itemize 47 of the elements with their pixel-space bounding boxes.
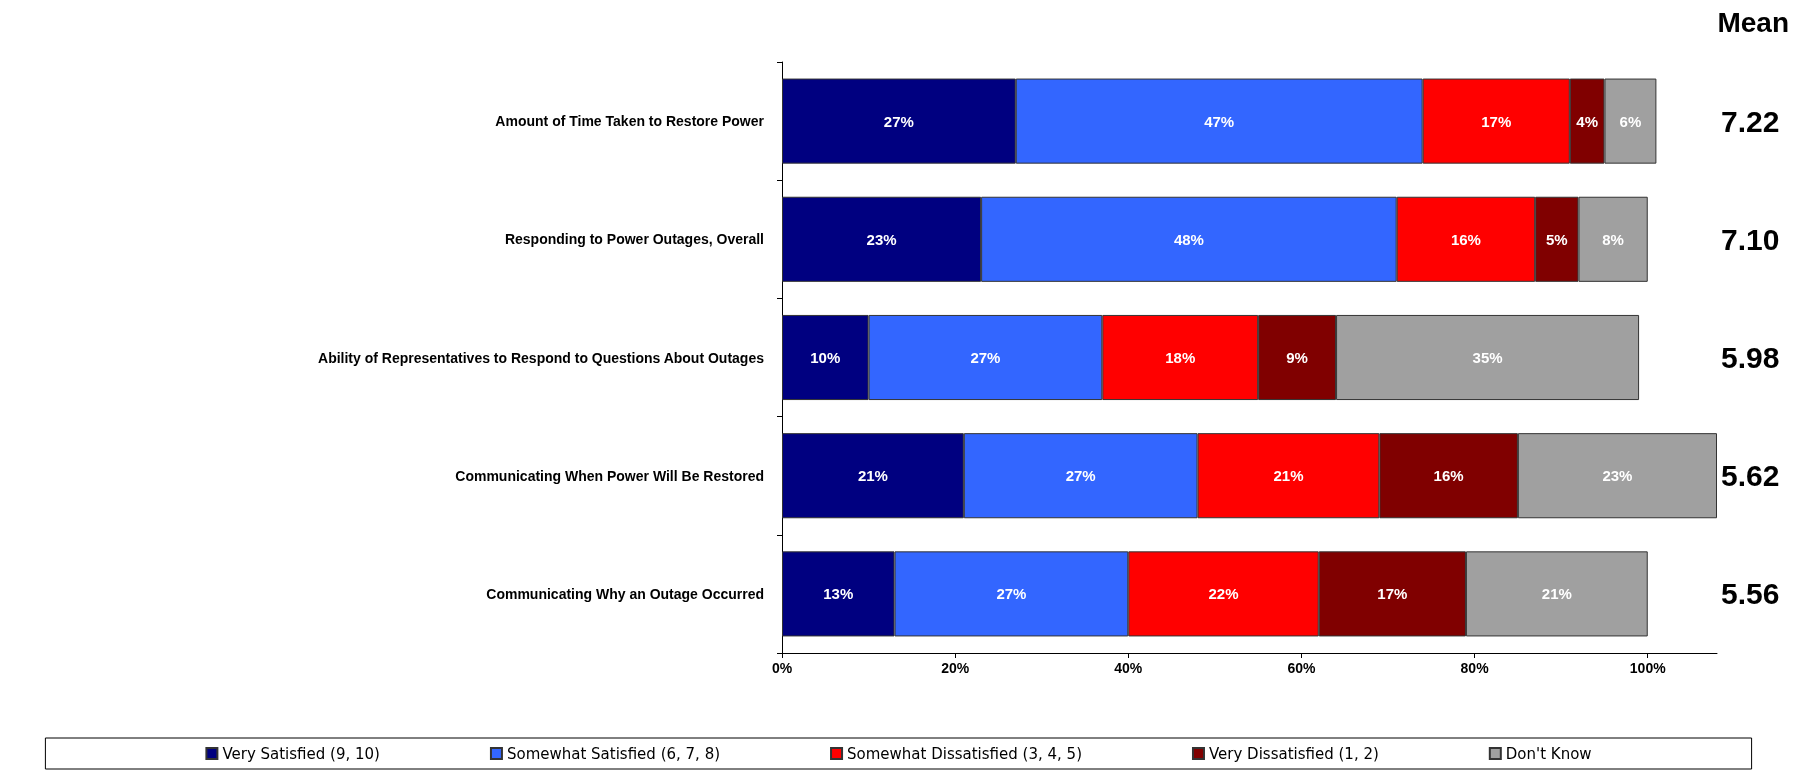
y-tick-label: Communicating Why an Outage Occurred	[486, 585, 764, 602]
data-label: 17%	[1377, 585, 1408, 603]
y-tick-label: Responding to Power Outages, Overall	[504, 231, 764, 248]
data-label: 8%	[1602, 230, 1624, 248]
data-label: 23%	[1602, 467, 1633, 485]
data-label: 16%	[1450, 230, 1481, 248]
legend-label: Somewhat Satisfied (6, 7, 8)	[506, 744, 721, 763]
x-tick-label: 40%	[1114, 660, 1143, 676]
text: 7.10	[1721, 222, 1780, 256]
text: 5.98	[1721, 341, 1780, 374]
data-label: 5%	[1545, 230, 1568, 248]
data-label: 22%	[1208, 585, 1239, 603]
data-label: 17%	[1481, 112, 1512, 130]
x-tick-label: 80%	[1460, 660, 1490, 676]
x-tick-label: 20%	[941, 660, 970, 676]
y-tick-label: Ability of Representatives to Respond to Questions About Outages	[318, 349, 765, 366]
data-label: 48%	[1173, 230, 1204, 248]
data-label: 27%	[970, 349, 1001, 366]
data-label: 21%	[1273, 467, 1304, 485]
text: Mean	[1717, 6, 1790, 38]
data-label: 16%	[1433, 467, 1464, 485]
data-label: 27%	[1065, 467, 1096, 485]
legend-label: Somewhat Dissatisfied (3, 4, 5)	[847, 744, 1082, 763]
data-label: 27%	[883, 112, 914, 130]
data-label: 13%	[823, 585, 854, 603]
data-label: 18%	[1165, 349, 1196, 366]
x-tick-label: 60%	[1287, 660, 1316, 676]
data-label: 10%	[810, 349, 841, 366]
x-tick-label: 0%	[771, 660, 793, 676]
data-label: 23%	[866, 230, 897, 248]
y-tick-label: Communicating When Power Will Be Restored	[455, 467, 764, 484]
text: 5.62	[1721, 459, 1780, 493]
data-label: 4%	[1576, 112, 1598, 130]
text: 5.56	[1721, 577, 1780, 611]
data-label: 21%	[857, 467, 888, 485]
legend-label: Don't Know	[1505, 744, 1592, 763]
data-label: 27%	[996, 585, 1027, 603]
data-label: 35%	[1472, 349, 1503, 366]
data-label: 47%	[1204, 112, 1235, 130]
data-label: 9%	[1286, 349, 1308, 366]
data-label: 21%	[1541, 585, 1572, 603]
y-tick-label: Amount of Time Taken to Restore Power	[495, 113, 765, 130]
text: 7.22	[1721, 104, 1780, 138]
legend-label: Very Satisfied (9, 10)	[222, 744, 380, 763]
x-tick-label: 100%	[1629, 660, 1667, 676]
legend-label: Very Dissatisfied (1, 2)	[1208, 744, 1379, 763]
data-label: 6%	[1619, 112, 1642, 130]
